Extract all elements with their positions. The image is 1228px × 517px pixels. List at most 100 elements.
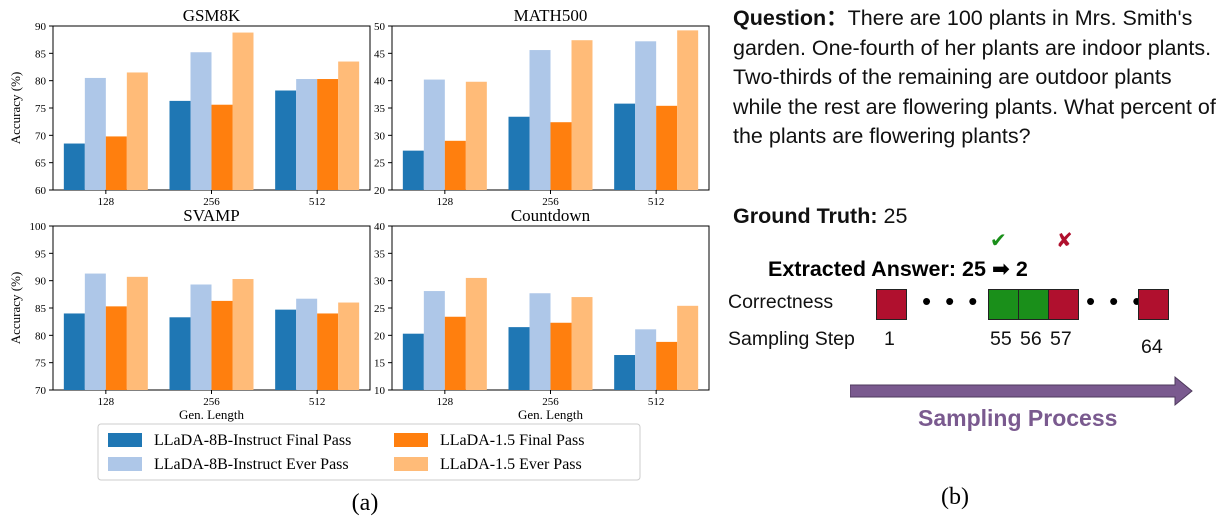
bar bbox=[677, 305, 699, 390]
x-tick-label: 128 bbox=[98, 196, 115, 208]
x-tick-label: 512 bbox=[648, 196, 665, 208]
bar bbox=[84, 273, 106, 390]
caption-a: (a) bbox=[352, 490, 379, 516]
bar bbox=[190, 284, 212, 390]
y-tick-label: 25 bbox=[374, 303, 386, 315]
x-tick-label: 512 bbox=[309, 196, 326, 208]
y-tick-label: 90 bbox=[35, 21, 47, 33]
bar bbox=[423, 291, 445, 390]
y-tick-label: 45 bbox=[374, 48, 386, 60]
y-tick-label: 100 bbox=[30, 221, 47, 233]
legend-label: LLaDA-8B-Instruct Final Pass bbox=[154, 432, 351, 449]
bar bbox=[635, 41, 657, 190]
x-axis-label: Gen. Length bbox=[179, 407, 244, 422]
step-box-wrong bbox=[1138, 289, 1169, 320]
bar bbox=[677, 30, 699, 190]
y-tick-label: 70 bbox=[35, 130, 47, 142]
bar bbox=[317, 313, 339, 390]
bar bbox=[105, 136, 127, 190]
check-icon: ✔ bbox=[990, 230, 1007, 252]
cross-icon: ✘ bbox=[1056, 230, 1073, 252]
bar bbox=[232, 32, 254, 191]
extracted-first: 25 bbox=[961, 257, 986, 281]
legend-swatch bbox=[394, 433, 428, 447]
extracted-second: 2 bbox=[1015, 257, 1028, 281]
ground-truth: Ground Truth: 25 bbox=[733, 204, 907, 229]
bar bbox=[126, 72, 148, 190]
y-axis-label: Accuracy (%) bbox=[8, 272, 23, 345]
ellipsis-dots: ••• bbox=[1086, 286, 1156, 316]
y-tick-label: 40 bbox=[374, 221, 386, 233]
bar bbox=[465, 81, 487, 190]
legend-swatch bbox=[394, 457, 428, 471]
y-tick-label: 80 bbox=[35, 76, 47, 88]
sampling-step-label: Sampling Step bbox=[728, 328, 855, 350]
ellipsis-dots: ••• bbox=[922, 286, 992, 316]
bar bbox=[529, 50, 551, 191]
y-tick-label: 75 bbox=[35, 358, 47, 370]
bar bbox=[656, 105, 678, 190]
step-number: 55 bbox=[990, 328, 1012, 350]
x-tick-label: 128 bbox=[437, 396, 454, 408]
bar bbox=[614, 355, 636, 390]
y-tick-label: 65 bbox=[35, 158, 47, 170]
sampling-process-label: Sampling Process bbox=[918, 405, 1118, 431]
bar bbox=[529, 293, 551, 390]
legend bbox=[97, 423, 641, 481]
bar bbox=[232, 279, 254, 390]
y-tick-label: 40 bbox=[374, 76, 386, 88]
y-tick-label: 60 bbox=[35, 185, 47, 197]
chart-title: SVAMP bbox=[183, 206, 239, 225]
x-tick-label: 128 bbox=[98, 396, 115, 408]
legend-label: LLaDA-1.5 Final Pass bbox=[440, 432, 584, 449]
y-tick-label: 20 bbox=[374, 185, 386, 197]
bar bbox=[508, 116, 530, 190]
bar bbox=[126, 276, 148, 390]
y-tick-label: 75 bbox=[35, 103, 47, 115]
y-tick-label: 30 bbox=[374, 276, 386, 288]
bar bbox=[656, 341, 678, 390]
question-block: Question：There are 100 plants in Mrs. Sm… bbox=[733, 4, 1223, 152]
step-box-wrong bbox=[1048, 289, 1079, 320]
caption-b: (b) bbox=[941, 484, 969, 510]
bar bbox=[508, 327, 530, 390]
correctness-label: Correctness bbox=[728, 291, 834, 313]
x-tick-label: 256 bbox=[203, 396, 220, 408]
x-tick-label: 256 bbox=[542, 396, 559, 408]
step-number: 56 bbox=[1020, 328, 1042, 350]
y-tick-label: 20 bbox=[374, 330, 386, 342]
bar bbox=[571, 40, 593, 190]
bar bbox=[63, 313, 85, 390]
y-tick-label: 90 bbox=[35, 276, 47, 288]
x-tick-label: 128 bbox=[437, 196, 454, 208]
chart-title: GSM8K bbox=[183, 6, 241, 25]
x-tick-label: 512 bbox=[309, 396, 326, 408]
bar bbox=[105, 306, 127, 390]
bar bbox=[275, 309, 297, 390]
bar bbox=[465, 277, 487, 390]
bar bbox=[444, 140, 466, 190]
y-tick-label: 85 bbox=[35, 48, 47, 60]
bar bbox=[550, 122, 572, 190]
question-text: There are 100 plants in Mrs. Smith's gar… bbox=[733, 6, 1216, 148]
step-number: 1 bbox=[884, 328, 895, 350]
y-axis-label: Accuracy (%) bbox=[8, 72, 23, 145]
bar bbox=[211, 300, 233, 390]
right-arrow-icon: ➡ bbox=[991, 257, 1010, 281]
bar bbox=[444, 316, 466, 390]
bar bbox=[402, 333, 424, 390]
y-tick-label: 80 bbox=[35, 330, 47, 342]
bar bbox=[190, 52, 212, 190]
bar bbox=[550, 322, 572, 390]
ground-truth-label: Ground Truth: bbox=[733, 204, 878, 228]
bar bbox=[635, 329, 657, 390]
step-box-correct bbox=[1018, 289, 1049, 320]
step-box-correct bbox=[988, 289, 1019, 320]
y-tick-label: 25 bbox=[374, 158, 386, 170]
bar bbox=[169, 100, 191, 190]
legend-label: LLaDA-1.5 Ever Pass bbox=[440, 456, 582, 473]
bar bbox=[402, 150, 424, 190]
y-tick-label: 95 bbox=[35, 248, 47, 260]
bar bbox=[296, 298, 318, 390]
question-label: Question： bbox=[733, 6, 848, 30]
